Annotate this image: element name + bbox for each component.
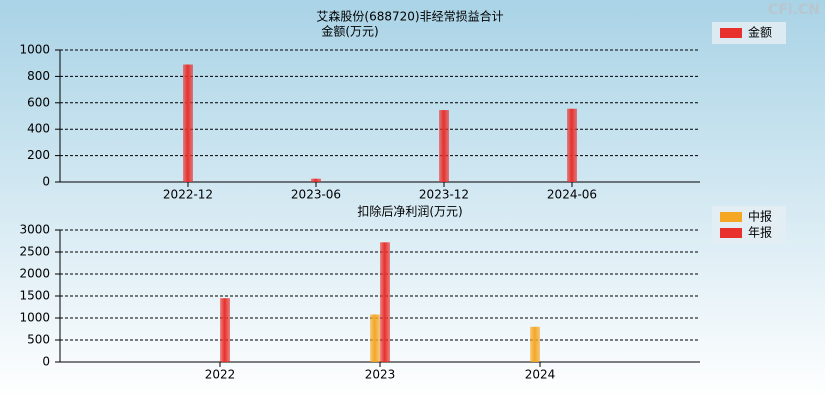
x-tick-label: 2023 [365, 368, 396, 382]
x-tick-label: 2024 [525, 368, 556, 382]
legend-box [712, 22, 786, 44]
legend-swatch [720, 228, 742, 238]
x-tick-label: 2022-12 [163, 188, 213, 202]
y-tick-label: 400 [27, 122, 50, 136]
y-tick-label: 1500 [19, 289, 50, 303]
legend-swatch [720, 28, 742, 38]
y-tick-label: 600 [27, 95, 50, 109]
bar [567, 108, 577, 182]
y-tick-label: 3000 [19, 223, 50, 237]
bar [183, 64, 193, 182]
bar [380, 242, 390, 362]
y-tick-label: 1000 [19, 43, 50, 57]
legend-label: 中报 [748, 209, 772, 224]
x-tick-label: 2024-06 [547, 188, 597, 202]
y-tick-label: 0 [42, 175, 50, 189]
y-tick-label: 1000 [19, 311, 50, 325]
chart-title: 扣除后净利润(万元) [357, 204, 462, 219]
watermark: CFi.CN [768, 2, 820, 18]
chart-subtitle: 金额(万元) [321, 24, 378, 39]
bar [370, 314, 380, 362]
x-tick-label: 2023-06 [291, 188, 341, 202]
bar [439, 110, 449, 182]
legend-label: 金额 [748, 25, 772, 40]
y-tick-label: 0 [42, 355, 50, 369]
legend-swatch [720, 212, 742, 222]
bar [311, 178, 321, 182]
bar [220, 298, 230, 362]
y-tick-label: 500 [27, 333, 50, 347]
y-tick-label: 2500 [19, 245, 50, 259]
chart-title: 艾森股份(688720)非经常损益合计 [316, 9, 503, 24]
y-tick-label: 2000 [19, 267, 50, 281]
x-tick-label: 2023-12 [419, 188, 469, 202]
bar [530, 326, 540, 362]
legend-label: 年报 [748, 225, 772, 240]
x-tick-label: 2022 [205, 368, 236, 382]
y-tick-label: 200 [27, 148, 50, 162]
y-tick-label: 800 [27, 69, 50, 83]
